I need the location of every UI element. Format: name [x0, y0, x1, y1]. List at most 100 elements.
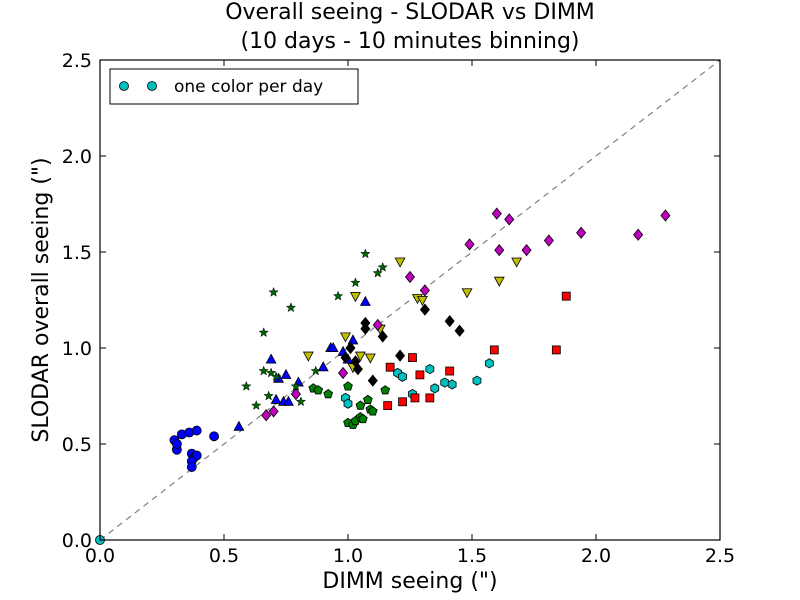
data-point [285, 302, 297, 313]
data-point [521, 243, 532, 257]
data-point [493, 276, 505, 287]
data-point [543, 234, 554, 247]
data-point [352, 362, 363, 376]
data-point [504, 213, 515, 226]
data-point [419, 284, 430, 297]
data-point [425, 364, 435, 375]
axis-ticks-layer: 0.0 0.5 1.0 1.5 2.0 2.5 0.0 0.5 1.0 1.5 2.0 2.5 [62, 50, 735, 567]
legend-markers [119, 81, 157, 91]
data-point [444, 314, 455, 328]
x-tick-label: 1.5 [457, 545, 487, 567]
data-point [332, 290, 344, 301]
legend-marker [119, 81, 129, 91]
series-day-1 [169, 425, 219, 472]
data-point [323, 388, 334, 399]
y-tick-label: 2.5 [62, 50, 92, 72]
plot-frame [99, 59, 721, 541]
data-point [191, 425, 202, 436]
data-point [265, 367, 277, 378]
data-point [283, 395, 294, 406]
data-point [430, 383, 440, 394]
data-point [395, 349, 406, 362]
data-point [362, 394, 373, 404]
y-axis-label: SLODAR overall seeing (") [29, 157, 54, 442]
x-tick-label: 0.0 [85, 545, 115, 567]
data-point [472, 375, 482, 386]
data-point [447, 379, 457, 390]
data-point [440, 377, 450, 388]
data-point [360, 248, 371, 259]
data-point [398, 397, 407, 407]
data-point [263, 390, 274, 401]
data-point [343, 381, 353, 391]
data-point [372, 267, 384, 278]
data-point [186, 462, 197, 472]
data-point [268, 286, 279, 297]
data-point [410, 393, 420, 403]
data-point [367, 374, 378, 387]
series-day-8 [340, 303, 465, 387]
data-point [367, 406, 378, 416]
data-point [494, 243, 505, 257]
data-point [398, 371, 407, 382]
series-day-6 [383, 291, 571, 411]
data-point [419, 303, 430, 316]
data-point [290, 387, 301, 401]
data-point [377, 261, 388, 272]
data-point [340, 351, 351, 364]
data-point [380, 385, 391, 395]
data-point [258, 365, 269, 376]
data-point [461, 288, 473, 299]
chart-title: Overall seeing - SLODAR vs DIMM [225, 0, 595, 25]
x-tick-label: 2.0 [581, 545, 611, 567]
data-point [270, 393, 282, 404]
series-day-7 [302, 257, 523, 374]
data-point [345, 341, 356, 355]
data-point [489, 345, 499, 355]
data-point [416, 295, 428, 307]
data-point [425, 393, 435, 403]
data-point [340, 332, 351, 343]
data-point [385, 362, 395, 372]
series-day-2 [233, 295, 371, 431]
y-tick-label: 2.0 [62, 146, 92, 168]
data-point [310, 365, 322, 376]
data-point [633, 228, 644, 241]
data-point [302, 351, 314, 362]
data-point [350, 277, 361, 288]
data-point [250, 400, 262, 411]
data-point [491, 207, 502, 220]
data-point [317, 361, 329, 372]
data-point [415, 370, 425, 380]
series-day-9 [261, 207, 671, 422]
x-tick-label: 1.0 [333, 545, 363, 567]
data-point [408, 353, 417, 363]
data-point [295, 396, 307, 407]
data-point [660, 209, 671, 222]
y-tick-label: 0.0 [62, 530, 92, 552]
data-point [576, 226, 587, 239]
data-point [349, 292, 361, 303]
legend-marker [147, 81, 157, 91]
data-point [313, 385, 324, 395]
legend-label: one color per day [174, 77, 323, 97]
data-point [561, 291, 571, 301]
data-point [355, 400, 366, 410]
legend: one color per day [109, 68, 359, 105]
data-point [233, 420, 245, 431]
series-day-3 [241, 248, 388, 411]
data-point [354, 351, 366, 362]
data-point [347, 334, 359, 345]
y-tick-label: 0.5 [62, 434, 92, 456]
series-day-5 [308, 381, 391, 429]
y-tick-label: 1.5 [62, 242, 92, 264]
data-point [511, 257, 523, 268]
x-tick-label: 2.5 [705, 545, 735, 567]
data-point [551, 345, 561, 355]
data-point [464, 238, 475, 251]
data-point [445, 366, 455, 376]
data-point [360, 316, 371, 330]
data-point [338, 366, 349, 380]
data-point [454, 324, 465, 337]
series-day-4 [341, 358, 494, 409]
